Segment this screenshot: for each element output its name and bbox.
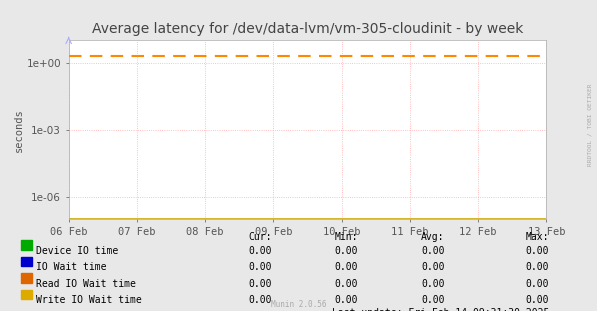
Text: 0.00: 0.00 <box>335 279 358 289</box>
Text: 0.00: 0.00 <box>421 262 445 272</box>
Text: 0.00: 0.00 <box>526 295 549 305</box>
Text: Read IO Wait time: Read IO Wait time <box>36 279 136 289</box>
Text: 0.00: 0.00 <box>335 246 358 256</box>
Title: Average latency for /dev/data-lvm/vm-305-cloudinit - by week: Average latency for /dev/data-lvm/vm-305… <box>92 22 523 36</box>
Text: Avg:: Avg: <box>421 232 445 242</box>
Text: 0.00: 0.00 <box>526 246 549 256</box>
Text: 0.00: 0.00 <box>526 262 549 272</box>
Text: 0.00: 0.00 <box>421 246 445 256</box>
Text: IO Wait time: IO Wait time <box>36 262 106 272</box>
Text: 0.00: 0.00 <box>248 279 272 289</box>
Y-axis label: seconds: seconds <box>14 108 24 152</box>
Text: Last update: Fri Feb 14 09:31:30 2025: Last update: Fri Feb 14 09:31:30 2025 <box>332 308 549 311</box>
Text: Max:: Max: <box>526 232 549 242</box>
Text: 0.00: 0.00 <box>421 295 445 305</box>
Text: Munin 2.0.56: Munin 2.0.56 <box>271 300 326 309</box>
Text: 0.00: 0.00 <box>335 295 358 305</box>
Text: 0.00: 0.00 <box>248 295 272 305</box>
Text: 0.00: 0.00 <box>335 262 358 272</box>
Text: 0.00: 0.00 <box>248 246 272 256</box>
Text: Cur:: Cur: <box>248 232 272 242</box>
Text: RRDTOOL / TOBI OETIKER: RRDTOOL / TOBI OETIKER <box>587 83 592 166</box>
Text: 0.00: 0.00 <box>526 279 549 289</box>
Text: Min:: Min: <box>335 232 358 242</box>
Text: 0.00: 0.00 <box>248 262 272 272</box>
Text: Write IO Wait time: Write IO Wait time <box>36 295 141 305</box>
Text: 0.00: 0.00 <box>421 279 445 289</box>
Text: Device IO time: Device IO time <box>36 246 118 256</box>
